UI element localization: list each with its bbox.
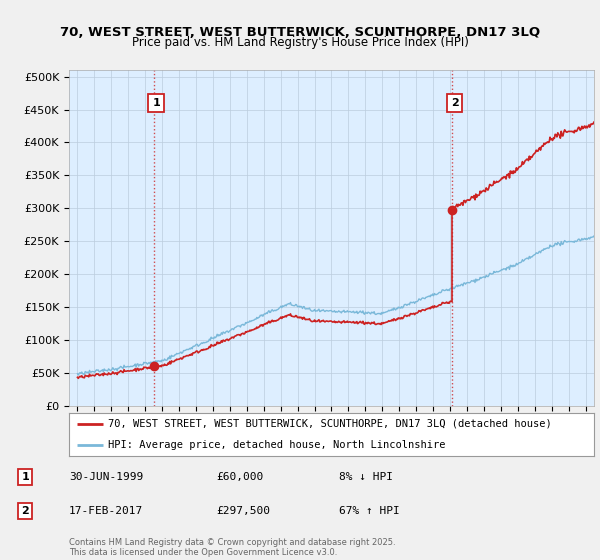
Text: 1: 1 [22,472,29,482]
Text: 2: 2 [22,506,29,516]
Text: 70, WEST STREET, WEST BUTTERWICK, SCUNTHORPE, DN17 3LQ (detached house): 70, WEST STREET, WEST BUTTERWICK, SCUNTH… [109,419,552,428]
Text: 30-JUN-1999: 30-JUN-1999 [69,472,143,482]
Text: Contains HM Land Registry data © Crown copyright and database right 2025.
This d: Contains HM Land Registry data © Crown c… [69,538,395,557]
Text: HPI: Average price, detached house, North Lincolnshire: HPI: Average price, detached house, Nort… [109,441,446,450]
Text: 67% ↑ HPI: 67% ↑ HPI [339,506,400,516]
Text: Price paid vs. HM Land Registry's House Price Index (HPI): Price paid vs. HM Land Registry's House … [131,36,469,49]
Text: £297,500: £297,500 [216,506,270,516]
Text: £60,000: £60,000 [216,472,263,482]
Text: 17-FEB-2017: 17-FEB-2017 [69,506,143,516]
Text: 1: 1 [152,98,160,108]
Text: 70, WEST STREET, WEST BUTTERWICK, SCUNTHORPE, DN17 3LQ: 70, WEST STREET, WEST BUTTERWICK, SCUNTH… [60,26,540,39]
Text: 8% ↓ HPI: 8% ↓ HPI [339,472,393,482]
Text: 2: 2 [451,98,458,108]
